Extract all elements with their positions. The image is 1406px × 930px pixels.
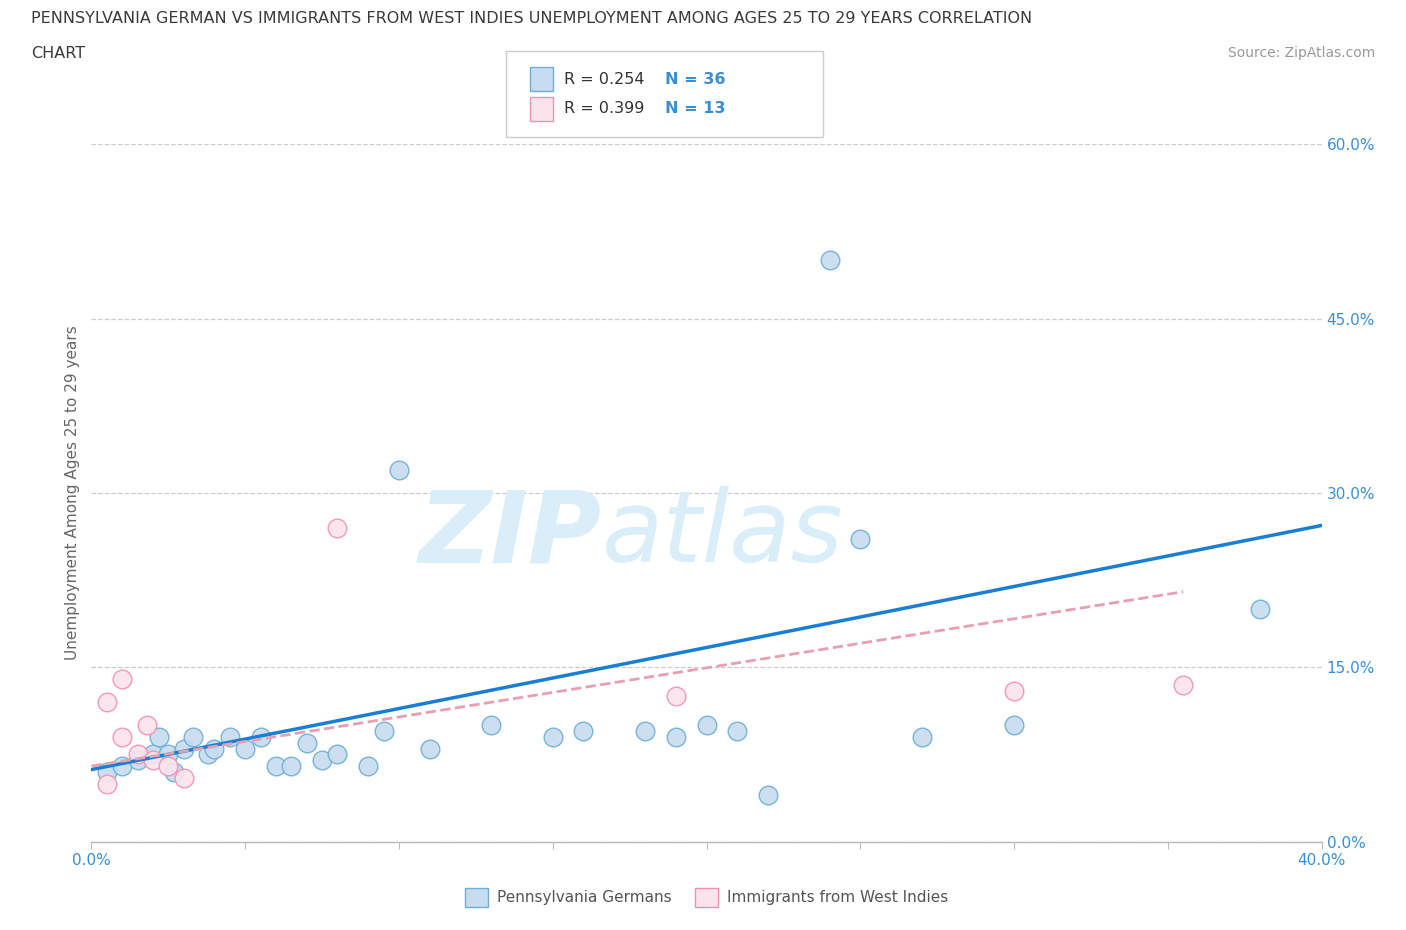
Point (1173, 677, 1195, 692)
Point (1002, 683, 1025, 698)
Point (280, 759, 302, 774)
Text: Source: ZipAtlas.com: Source: ZipAtlas.com (1227, 46, 1375, 60)
Text: R = 0.254: R = 0.254 (564, 72, 644, 86)
Point (634, 724, 657, 738)
Point (173, 741, 195, 756)
Point (1249, 602, 1271, 617)
Point (373, 724, 395, 738)
Point (96, 695, 118, 710)
Point (96, 776, 118, 790)
Point (911, 729, 934, 744)
Point (665, 729, 688, 744)
Point (173, 770, 195, 785)
Point (696, 718, 718, 733)
Point (249, 729, 271, 744)
Legend: Pennsylvania Germans, Immigrants from West Indies: Pennsylvania Germans, Immigrants from We… (457, 881, 956, 914)
Point (849, 532, 872, 547)
Point (163, 764, 186, 779)
Point (127, 747, 149, 762)
Text: PENNSYLVANIA GERMAN VS IMMIGRANTS FROM WEST INDIES UNEMPLOYMENT AMONG AGES 25 TO: PENNSYLVANIA GERMAN VS IMMIGRANTS FROM W… (31, 11, 1032, 26)
Point (111, 729, 134, 744)
Point (1002, 718, 1025, 733)
Point (157, 747, 180, 762)
Point (197, 747, 219, 762)
Text: R = 0.399: R = 0.399 (564, 101, 644, 116)
Point (142, 747, 165, 762)
Point (181, 729, 204, 744)
Point (111, 671, 134, 686)
Text: ZIP: ZIP (419, 486, 602, 583)
Point (148, 729, 170, 744)
Point (326, 521, 349, 536)
Text: CHART: CHART (31, 46, 84, 61)
Point (388, 462, 411, 477)
Point (157, 759, 180, 774)
Text: N = 36: N = 36 (665, 72, 725, 86)
Text: atlas: atlas (602, 486, 844, 583)
Point (311, 753, 333, 768)
Point (479, 718, 502, 733)
Point (818, 253, 841, 268)
Point (111, 759, 134, 774)
Point (295, 736, 318, 751)
Point (419, 741, 441, 756)
Point (142, 753, 165, 768)
Y-axis label: Unemployment Among Ages 25 to 29 years: Unemployment Among Ages 25 to 29 years (65, 326, 80, 660)
Point (572, 724, 595, 738)
Text: N = 13: N = 13 (665, 101, 725, 116)
Point (96, 764, 118, 779)
Point (326, 747, 349, 762)
Point (665, 689, 688, 704)
Point (756, 788, 779, 803)
Point (127, 753, 149, 768)
Point (202, 741, 225, 756)
Point (264, 759, 287, 774)
Point (233, 741, 256, 756)
Point (218, 729, 240, 744)
Point (357, 759, 380, 774)
Point (725, 724, 748, 738)
Point (541, 729, 564, 744)
Point (135, 718, 157, 733)
